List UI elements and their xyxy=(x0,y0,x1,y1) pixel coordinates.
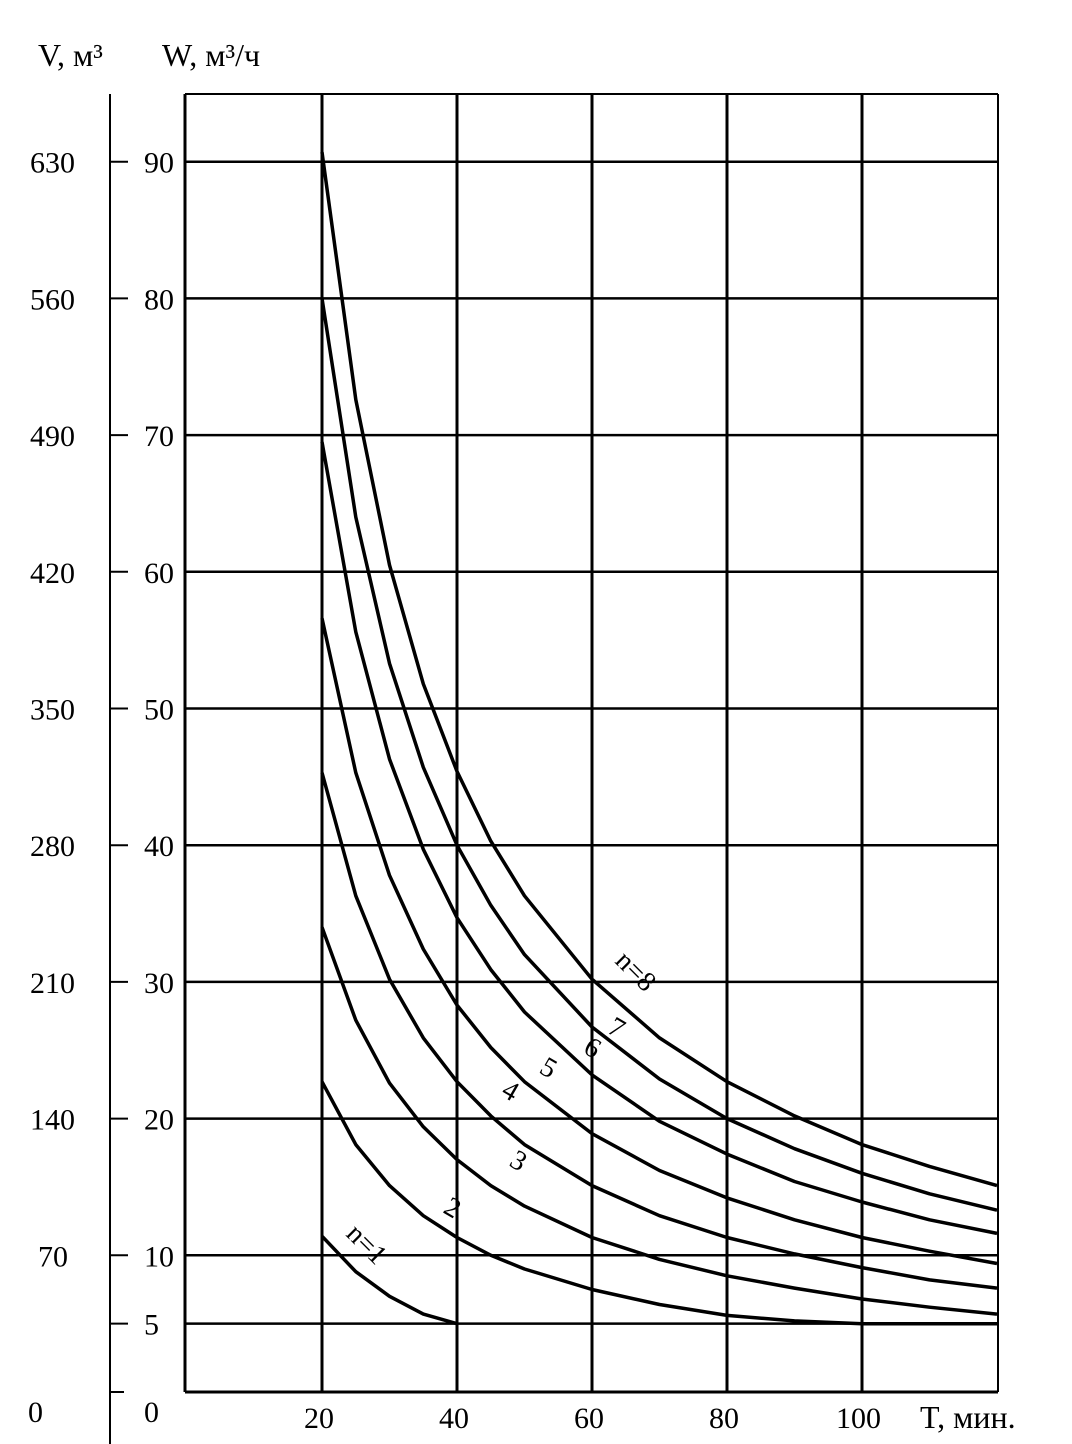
x-tick-label: 40 xyxy=(439,1402,469,1435)
v-axis-title: V, м³ xyxy=(38,37,103,73)
w-tick-label: 0 xyxy=(144,1396,159,1429)
w-tick-label: 60 xyxy=(144,557,174,590)
series-line xyxy=(320,1080,997,1326)
series-line xyxy=(320,151,998,1188)
curve-label: 7 xyxy=(603,1011,631,1045)
grid xyxy=(185,94,998,1392)
w-tick-label: 10 xyxy=(144,1240,174,1273)
curve-label: 6 xyxy=(579,1031,607,1065)
v-tick-label: 280 xyxy=(30,830,75,863)
curve-label: 5 xyxy=(535,1051,563,1085)
curve-label: 4 xyxy=(497,1074,525,1108)
v-tick-label: 490 xyxy=(30,420,75,453)
x-axis-title: T, мин. xyxy=(920,1399,1016,1435)
w-tick-label: 20 xyxy=(144,1104,174,1137)
series-line xyxy=(320,1234,458,1326)
curve-label: 2 xyxy=(439,1191,467,1225)
axes xyxy=(109,93,999,1444)
v-tick-label: 630 xyxy=(30,147,75,180)
w-tick-label: 50 xyxy=(144,694,174,727)
x-tick-label: 80 xyxy=(709,1402,739,1435)
v-tick-label: 140 xyxy=(30,1104,75,1137)
w-axis-title: W, м³/ч xyxy=(162,37,260,73)
w-tick-label: 5 xyxy=(144,1309,159,1342)
v-tick-label: 70 xyxy=(38,1240,68,1273)
v-tick-label: 210 xyxy=(30,967,75,1000)
v-tick-label: 420 xyxy=(30,557,75,590)
curves xyxy=(320,151,998,1326)
curve-label: n=8 xyxy=(609,945,662,998)
series-line xyxy=(320,298,998,1212)
series-line xyxy=(320,441,998,1236)
v-tick-label: 560 xyxy=(30,283,75,316)
v-tick-label: 0 xyxy=(28,1396,43,1429)
v-tick-label: 350 xyxy=(30,694,75,727)
series-line xyxy=(320,772,998,1290)
x-tick-label: 100 xyxy=(836,1402,881,1435)
tick-labels: 0510203040506070809007014021028035042049… xyxy=(28,147,881,1435)
x-tick-label: 20 xyxy=(304,1402,334,1435)
series-line xyxy=(320,926,998,1316)
w-tick-label: 80 xyxy=(144,283,174,316)
w-tick-label: 40 xyxy=(144,830,174,863)
w-tick-label: 30 xyxy=(144,967,174,1000)
curve-label: 3 xyxy=(505,1144,533,1178)
w-tick-label: 70 xyxy=(144,420,174,453)
w-tick-label: 90 xyxy=(144,147,174,180)
series-line xyxy=(320,617,998,1266)
x-tick-label: 60 xyxy=(574,1402,604,1435)
